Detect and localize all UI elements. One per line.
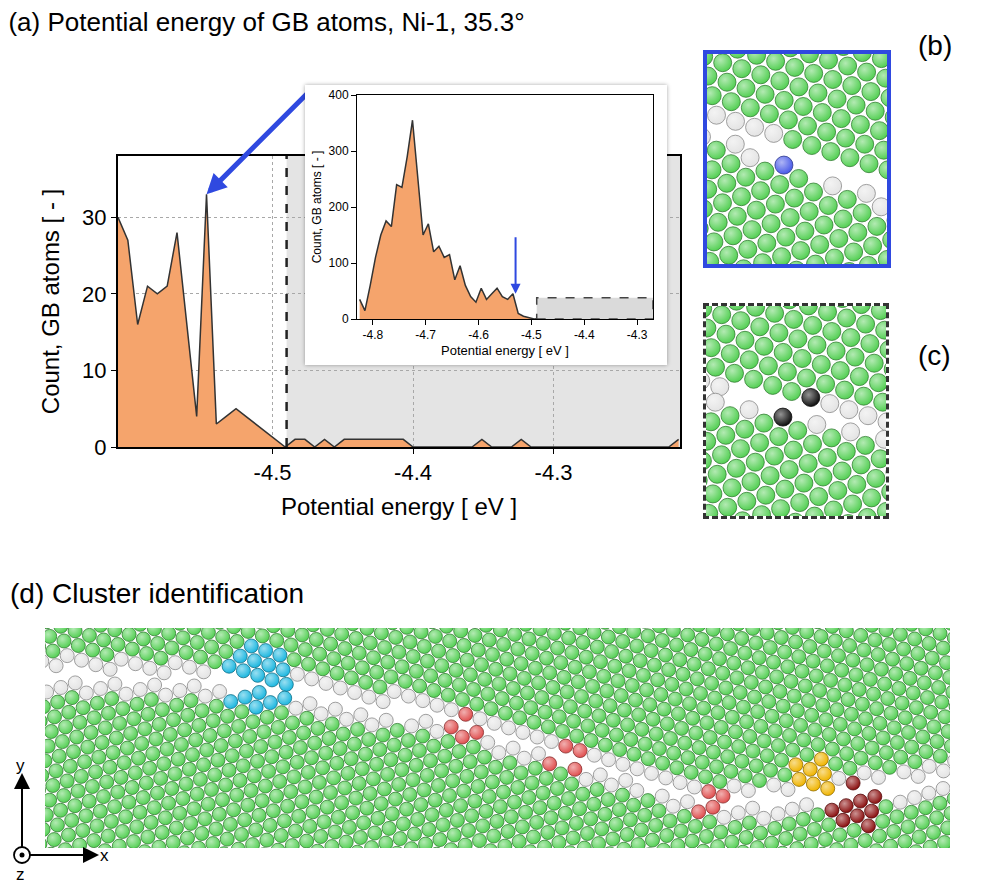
svg-text:100: 100 — [329, 256, 349, 270]
svg-text:z: z — [16, 865, 25, 884]
svg-text:-4.5: -4.5 — [254, 460, 292, 485]
html-text:(c): (c) — [918, 340, 951, 371]
svg-text:x: x — [100, 846, 109, 865]
svg-text:30: 30 — [82, 205, 106, 230]
svg-text:300: 300 — [329, 144, 349, 158]
html-text:(b): (b) — [918, 30, 953, 61]
svg-text:y: y — [16, 756, 25, 775]
svg-text:0: 0 — [94, 435, 106, 460]
svg-text:-4.6: -4.6 — [468, 328, 489, 342]
svg-text:Count, GB atoms [ - ]: Count, GB atoms [ - ] — [310, 151, 324, 264]
svg-text:-4.4: -4.4 — [394, 460, 432, 485]
svg-text:(a) Potential energy of GB ato: (a) Potential energy of GB atoms, Ni-1, … — [8, 7, 524, 37]
svg-text:-4.8: -4.8 — [363, 328, 384, 342]
svg-text:-4.7: -4.7 — [415, 328, 436, 342]
html-text:(d) Cluster identification: (d) Cluster identification — [10, 578, 305, 609]
svg-text:200: 200 — [329, 200, 349, 214]
svg-text:Count, GB atoms [ - ]: Count, GB atoms [ - ] — [37, 189, 64, 414]
svg-text:400: 400 — [329, 88, 349, 102]
svg-text:-4.5: -4.5 — [521, 328, 542, 342]
svg-text:20: 20 — [82, 282, 106, 307]
svg-text:-4.3: -4.3 — [627, 328, 648, 342]
svg-text:0: 0 — [342, 312, 349, 326]
svg-text:Potential energy [ eV ]: Potential energy [ eV ] — [441, 343, 569, 358]
svg-text:-4.3: -4.3 — [535, 460, 573, 485]
svg-text:-4.4: -4.4 — [574, 328, 595, 342]
svg-text:Potential energy [ eV ]: Potential energy [ eV ] — [281, 493, 517, 520]
svg-text:10: 10 — [82, 358, 106, 383]
